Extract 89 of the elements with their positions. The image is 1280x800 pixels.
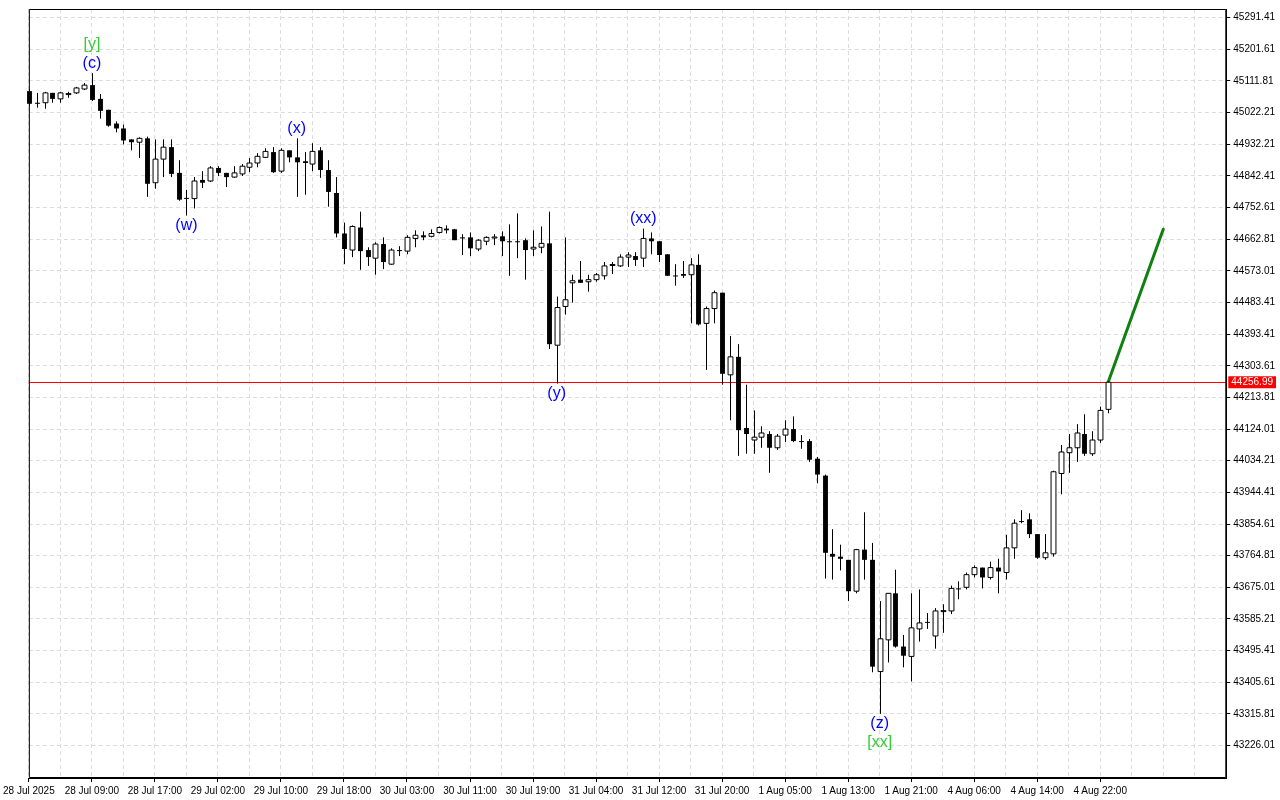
candlestick (807, 438, 812, 463)
y-tick-label: 45111.81 (1233, 74, 1274, 86)
y-tick-label: 44213.81 (1233, 391, 1276, 403)
y-tick-label: 43854.61 (1233, 517, 1276, 529)
y-tick-label: 44303.61 (1233, 359, 1276, 371)
candlestick (271, 146, 276, 174)
candlestick (799, 434, 804, 450)
candlestick (838, 544, 843, 571)
candlestick (121, 124, 126, 145)
y-tick-label: 44842.41 (1233, 169, 1276, 181)
candlestick (767, 430, 772, 474)
candlestick (744, 384, 749, 455)
y-tick-label: 43495.41 (1233, 644, 1276, 656)
annotation: (c) (82, 53, 102, 71)
x-tick-label: 4 Aug 06:00 (947, 784, 1002, 796)
x-tick-label: 30 Jul 11:00 (443, 784, 498, 796)
x-tick-label: 29 Jul 10:00 (253, 784, 309, 796)
x-tick-label: 31 Jul 20:00 (694, 784, 750, 796)
x-tick-label: 30 Jul 19:00 (505, 784, 561, 796)
x-tick-label: 30 Jul 03:00 (379, 784, 435, 796)
candlestick (791, 415, 796, 443)
candlestick (90, 72, 95, 102)
candlestick (1019, 509, 1024, 524)
candlestick (184, 189, 189, 217)
candlestick (578, 260, 583, 284)
x-tick-label: 28 Jul 09:00 (64, 784, 120, 796)
y-tick-label: 44393.41 (1233, 327, 1276, 339)
x-tick-label: 4 Aug 14:00 (1010, 784, 1065, 796)
y-tick-label: 44662.81 (1233, 232, 1276, 244)
candlestick (1035, 533, 1040, 560)
candlestick (1027, 512, 1032, 539)
y-tick-label: 43405.61 (1233, 676, 1276, 688)
y-tick-label: 45022.21 (1233, 106, 1276, 118)
candlestick (830, 528, 835, 581)
annotation: [y] (83, 34, 101, 52)
candlestick (381, 236, 386, 270)
x-tick-label: 1 Aug 13:00 (821, 784, 876, 796)
annotation: (z) (870, 714, 889, 732)
y-tick-label: 44752.61 (1233, 201, 1276, 213)
candlestick (318, 146, 323, 179)
annotation: (x) (287, 118, 307, 136)
y-tick-label: 43226.01 (1233, 739, 1276, 751)
candlestick (523, 237, 528, 281)
y-tick-label: 43944.41 (1233, 486, 1276, 498)
annotation: [xx] (867, 733, 893, 751)
candlestick (35, 92, 40, 109)
candlestick (649, 231, 654, 255)
y-tick-label: 43764.81 (1233, 549, 1276, 561)
candlestick (397, 245, 402, 257)
x-tick-label: 1 Aug 05:00 (758, 784, 813, 796)
candlestick (295, 137, 300, 198)
y-tick-label: 45201.61 (1233, 43, 1276, 55)
x-tick-label: 29 Jul 18:00 (316, 784, 372, 796)
annotation: (y) (547, 384, 566, 402)
candlestick (460, 233, 465, 256)
candlestick (326, 159, 331, 208)
y-tick-label: 43315.81 (1233, 707, 1276, 719)
x-tick-label: 1 Aug 21:00 (884, 784, 939, 796)
annotation: (xx) (630, 208, 657, 226)
candlestick (507, 223, 512, 277)
candlestick (657, 240, 662, 263)
candlestick (515, 212, 520, 259)
annotation: (w) (175, 215, 198, 233)
x-tick-label: 31 Jul 04:00 (568, 784, 624, 796)
candlestick (358, 211, 363, 271)
ref-line-label: 44256.99 (1231, 375, 1274, 387)
candlestick (665, 253, 670, 277)
candlestick (98, 93, 103, 120)
candlestick (673, 263, 678, 287)
candlestick (901, 634, 906, 668)
candlestick (862, 511, 867, 581)
y-tick-label: 43585.21 (1233, 612, 1276, 624)
y-tick-label: 44124.01 (1233, 422, 1276, 434)
candlestick (500, 230, 505, 257)
candlestick (468, 231, 473, 257)
y-tick-label: 45291.41 (1233, 11, 1276, 23)
candlestick (925, 612, 930, 630)
candlestick (815, 456, 820, 484)
y-tick-label: 44573.01 (1233, 264, 1276, 276)
x-tick-label: 28 Jul 17:00 (127, 784, 183, 796)
x-tick-label: 29 Jul 02:00 (190, 784, 246, 796)
x-tick-label: 28 Jul 2025 (3, 784, 56, 796)
y-tick-label: 44034.21 (1233, 454, 1276, 466)
y-tick-label: 44483.41 (1233, 296, 1276, 308)
x-tick-label: 31 Jul 12:00 (631, 784, 687, 796)
x-tick-label: 4 Aug 22:00 (1073, 784, 1128, 796)
y-tick-label: 43675.01 (1233, 581, 1276, 593)
candlestick (342, 222, 347, 265)
y-tick-label: 44932.21 (1233, 138, 1276, 150)
